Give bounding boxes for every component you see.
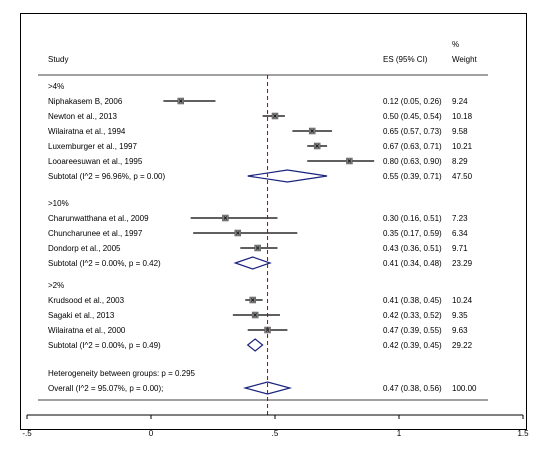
group-label: >10% [48,199,69,208]
heterogeneity-text: Heterogeneity between groups: p = 0.295 [48,369,196,378]
weight-value: 6.34 [452,229,468,238]
study-label: Wilairatna et al., 2000 [48,326,126,335]
subtotal-diamond [246,338,264,352]
weight-value: 7.23 [452,214,468,223]
es-value: 0.50 (0.45, 0.54) [383,112,442,121]
subtotal-label: Subtotal (I^2 = 0.00%, p = 0.42) [48,259,161,268]
weight-value: 47.50 [452,172,473,181]
es-value: 0.30 (0.16, 0.51) [383,214,442,223]
study-label: Newton et al., 2013 [48,112,117,121]
group-label: >4% [48,82,64,91]
x-axis: -.5 0 .5 1 1.5 [22,414,529,438]
weight-value: 10.24 [452,296,473,305]
overall-diamond [242,381,293,395]
x-tick-label: -.5 [22,429,32,438]
es-value: 0.67 (0.63, 0.71) [383,142,442,151]
es-value: 0.41 (0.34, 0.48) [383,259,442,268]
weight-value: 8.29 [452,157,468,166]
header-es: ES (95% CI) [383,55,428,64]
es-value: 0.47 (0.39, 0.55) [383,326,442,335]
weight-value: 9.71 [452,244,468,253]
effect-marker-cross [310,129,314,133]
subtotal-label: Subtotal (I^2 = 0.00%, p = 0.49) [48,341,161,350]
effect-marker-cross [179,99,183,103]
weight-value: 100.00 [452,384,477,393]
subtotal-diamond [247,169,328,183]
x-tick-label: 1 [397,429,402,438]
study-label: Looareesuwan et al., 1995 [48,157,143,166]
es-value: 0.12 (0.05, 0.26) [383,97,442,106]
subtotal-label: Subtotal (I^2 = 96.96%, p = 0.00) [48,172,166,181]
weight-value: 9.58 [452,127,468,136]
weight-value: 9.63 [452,326,468,335]
es-value: 0.41 (0.38, 0.45) [383,296,442,305]
study-label: Sagaki et al., 2013 [48,311,115,320]
es-value: 0.55 (0.39, 0.71) [383,172,442,181]
study-label: Krudsood et al., 2003 [48,296,125,305]
study-label: Charunwatthana et al., 2009 [48,214,149,223]
es-value: 0.42 (0.33, 0.52) [383,311,442,320]
es-value: 0.47 (0.38, 0.56) [383,384,442,393]
x-tick-label: 1.5 [517,429,529,438]
group-label: >2% [48,281,64,290]
header-weight-percent: % [452,40,459,49]
effect-marker-cross [223,216,228,220]
study-rows: >4% Niphakasem B, 2006 0.12 (0.05, 0.26) 9.… [48,75,477,415]
effect-marker-cross [315,144,319,148]
weight-value: 9.24 [452,97,468,106]
header-weight: Weight [452,55,478,64]
header-study: Study [48,55,68,64]
study-label: Dondorp et al., 2005 [48,244,121,253]
overall-label: Overall (I^2 = 95.07%, p = 0.00); [48,384,163,393]
weight-value: 23.29 [452,259,473,268]
weight-value: 9.35 [452,311,468,320]
x-tick-label: .5 [272,429,279,438]
weight-value: 29.22 [452,341,473,350]
effect-marker-cross [250,298,255,302]
es-value: 0.80 (0.63, 0.90) [383,157,442,166]
effect-marker-cross [273,114,277,118]
study-label: Chuncharunee et al., 1997 [48,229,143,238]
es-value: 0.35 (0.17, 0.59) [383,229,442,238]
es-value: 0.43 (0.36, 0.51) [383,244,442,253]
study-label: Niphakasem B, 2006 [48,97,123,106]
effect-marker-cross [253,313,257,317]
es-value: 0.65 (0.57, 0.73) [383,127,442,136]
x-tick-label: 0 [149,429,154,438]
study-label: Wilairatna et al., 1994 [48,127,126,136]
weight-value: 10.21 [452,142,473,151]
effect-marker-cross [347,159,352,163]
effect-marker-cross [255,246,260,250]
subtotal-diamond [233,256,272,270]
study-label: Luxemburger et al., 1997 [48,142,137,151]
weight-value: 10.18 [452,112,473,121]
plot-frame [20,13,527,430]
effect-marker-cross [236,231,240,235]
es-value: 0.42 (0.39, 0.45) [383,341,442,350]
